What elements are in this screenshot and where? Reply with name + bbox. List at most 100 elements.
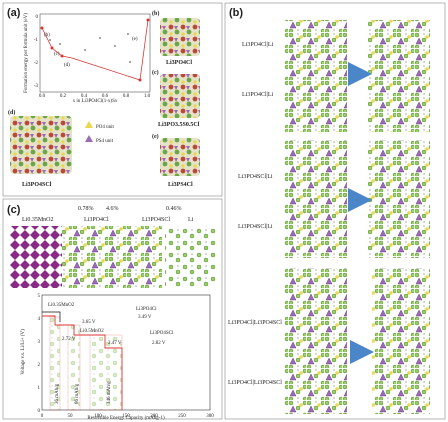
- bar-label: 146 mAh/g: [107, 381, 112, 404]
- point-label: (e): [132, 37, 138, 42]
- x-tick-label: 250: [178, 414, 186, 419]
- scatter-points: [49, 33, 131, 63]
- y-tick-label: 0: [38, 409, 41, 414]
- strain: 0.78%: [78, 206, 94, 212]
- x-tick-label: 0.4: [81, 94, 88, 99]
- hull-points: [40, 18, 150, 82]
- row-label: Li3PO4Cl|Li: [242, 42, 274, 48]
- panel-label: (a): [7, 7, 21, 19]
- capacity-bar: [89, 334, 123, 411]
- structure-name: Li3PO3.5S0.5Cl: [158, 122, 200, 128]
- structure-image: [372, 268, 430, 414]
- point-label: (b): [44, 33, 50, 38]
- inset-axes: [39, 13, 151, 93]
- structure-image: [10, 116, 72, 174]
- interface-label: Li0.35MnO2: [22, 217, 54, 223]
- row-label: Li3PO4SCl|Li: [238, 174, 273, 180]
- panel-frame: [2, 198, 223, 420]
- plot-axes: [41, 294, 211, 411]
- y-tick-label: 4: [38, 317, 41, 322]
- panel-frame: [224, 2, 446, 420]
- sub-label: (b): [152, 10, 159, 17]
- voltage-curve: [42, 315, 123, 410]
- annotation: 3.65 V: [82, 320, 96, 325]
- x-label: x in Li3PO4Cl(1-x)Sx: [73, 99, 118, 104]
- annotation: 2.47 V: [108, 341, 122, 346]
- structure-image: [368, 140, 430, 258]
- y-label: Formation energy per formula unit (eV): [24, 13, 29, 93]
- y-tick-label: -3: [34, 84, 39, 89]
- structure-image: [285, 268, 347, 414]
- legend-item: PO4 unit: [96, 125, 115, 130]
- sub-label: (e): [152, 133, 159, 140]
- sub-label: (c): [152, 69, 159, 76]
- legend-icon: [85, 121, 93, 128]
- x-tick-label: 300: [206, 414, 214, 419]
- y-tick-label: 3: [38, 340, 41, 345]
- x-tick-label: 200: [150, 414, 158, 419]
- x-label: Reversible Energy Capacity (mAhg-1): [87, 416, 165, 421]
- x-tick-label: 0.8: [123, 94, 130, 99]
- structure-image: [62, 226, 162, 288]
- panel-frame: [2, 2, 223, 197]
- plot-ticks: 0 50 100 150 200 250 300 0 1 2 3 4 5: [38, 294, 215, 419]
- structure-image: [368, 20, 430, 132]
- structure-image: [285, 20, 347, 132]
- y-tick-label: -1: [34, 38, 39, 43]
- y-tick-label: 0: [36, 15, 39, 20]
- row-label: Li3PO4Cl|Li: [242, 92, 274, 98]
- inset-ticks: 0.0 0.2 0.4 0.6 0.8 1.0 0 -1 -2 -3: [34, 15, 151, 99]
- y-tick-label: 1: [38, 386, 41, 391]
- sub-label: (d): [8, 109, 15, 116]
- structure-image: [160, 138, 200, 176]
- annotation: Li0.35MnO2: [48, 303, 75, 308]
- hull-line: [41, 19, 149, 81]
- y-label: Voltage v.s. Li/Li+ (V): [21, 329, 26, 375]
- interface-label: Li: [188, 217, 194, 223]
- structure-image: [165, 226, 217, 288]
- row-label: Li3PO4Cl|Li3PO4SCl: [228, 320, 282, 326]
- panel-label: (c): [7, 204, 21, 216]
- panel-label: (b): [229, 7, 243, 19]
- x-tick-label: 0.2: [60, 94, 67, 99]
- structure-name: Li3PS4Cl: [168, 182, 193, 188]
- x-tick-label: 0: [41, 414, 44, 419]
- structure-image: [10, 226, 62, 288]
- structure-image: [160, 18, 200, 56]
- x-tick-label: 50: [68, 414, 74, 419]
- interface-label: Li3PO4Cl: [84, 217, 109, 223]
- y-tick-label: 2: [38, 363, 41, 368]
- annotation: Li3PO4SCl: [150, 331, 174, 336]
- structure-name: Li3PO4SCl: [22, 182, 52, 188]
- annotation: Li0.5MnO2: [80, 329, 104, 334]
- structure-name: Li3PO4Cl: [166, 60, 192, 66]
- bar-label: 36 mAh/g: [55, 383, 60, 404]
- structure-image: [285, 140, 347, 258]
- interface-label: Li3PO4SCl: [142, 217, 170, 223]
- annotation: 2.82 V: [152, 341, 166, 346]
- structure-image: [160, 74, 200, 118]
- x-tick-label: 100: [94, 414, 102, 419]
- legend-item: PS4 unit: [96, 139, 114, 144]
- annotation: 2.72 V: [62, 337, 76, 342]
- x-tick-label: 1.0: [144, 94, 151, 99]
- legend-icon: [85, 135, 93, 142]
- point-label: (d): [64, 63, 70, 68]
- point-label: (c): [54, 52, 60, 57]
- panel-c: (c) 0.78% 4.6% 0.46% Li0.35MnO2 Li3PO4Cl…: [2, 198, 223, 421]
- y-tick-label: -2: [34, 61, 39, 66]
- x-tick-label: 150: [122, 414, 130, 419]
- voltage-curve: [42, 311, 61, 322]
- panel-a: (a) (b) (c) (d) (e) 0.0 0.2 0.4 0.6 0.8 1.0 0 -…: [2, 2, 223, 197]
- annotation: 3.49 V: [138, 315, 152, 320]
- annotation: Li3PO4Cl: [136, 307, 157, 312]
- row-label: Li3PO4SCl|Li: [238, 224, 273, 230]
- y-tick-label: 5: [38, 294, 41, 299]
- strain: 4.6%: [106, 206, 119, 212]
- row-label: Li3PO4Cl|Li3PO4SCl: [228, 380, 282, 386]
- panel-b: (b) Li3PO4Cl|Li Li3PO4Cl|Li Li3PO4SCl|Li…: [224, 2, 446, 420]
- strain: 0.46%: [166, 206, 182, 212]
- x-tick-label: 0.6: [102, 94, 109, 99]
